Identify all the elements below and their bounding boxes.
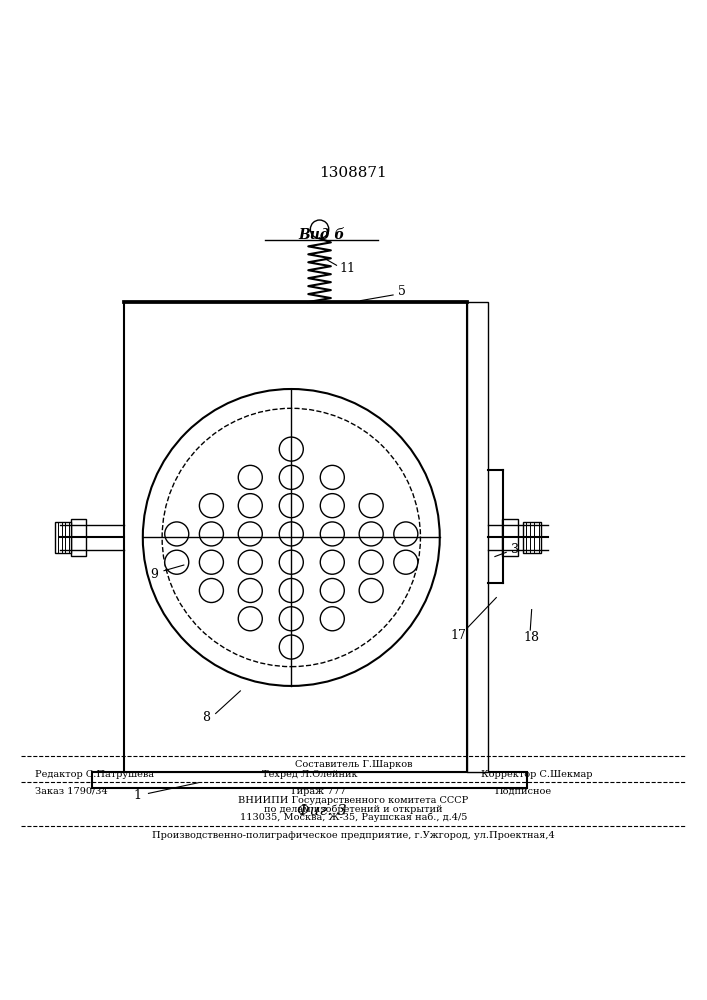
Circle shape (359, 550, 383, 574)
Circle shape (394, 522, 418, 546)
Text: ВНИИПИ Государственного комитета СССР: ВНИИПИ Государственного комитета СССР (238, 796, 469, 805)
Text: 113035, Москва, Ж-35, Раушская наб., д.4/5: 113035, Москва, Ж-35, Раушская наб., д.4… (240, 813, 467, 822)
Circle shape (279, 578, 303, 603)
Circle shape (320, 465, 344, 489)
Circle shape (165, 522, 189, 546)
Text: Вид б: Вид б (298, 228, 345, 242)
Text: Производственно-полиграфическое предприятие, г.Ужгород, ул.Проектная,4: Производственно-полиграфическое предприя… (152, 831, 555, 840)
Circle shape (238, 607, 262, 631)
Circle shape (165, 550, 189, 574)
Circle shape (279, 437, 303, 461)
Text: 1308871: 1308871 (320, 166, 387, 180)
Circle shape (320, 494, 344, 518)
Text: 9: 9 (150, 568, 158, 581)
Circle shape (359, 522, 383, 546)
Circle shape (238, 578, 262, 603)
Text: Подписное: Подписное (495, 787, 552, 796)
Circle shape (359, 494, 383, 518)
Circle shape (199, 522, 223, 546)
Text: 5: 5 (397, 285, 406, 298)
Text: 1: 1 (134, 789, 142, 802)
Circle shape (320, 578, 344, 603)
Text: по делам изобретений и открытий: по делам изобретений и открытий (264, 804, 443, 814)
Text: 8: 8 (202, 711, 211, 724)
Text: Редактор С.Патрушева: Редактор С.Патрушева (35, 770, 154, 779)
Bar (71, 519, 86, 556)
Circle shape (279, 607, 303, 631)
Circle shape (320, 522, 344, 546)
Text: Техред Л.Олейник: Техред Л.Олейник (262, 770, 357, 779)
Circle shape (199, 550, 223, 574)
Text: 3: 3 (510, 543, 519, 556)
Text: Заказ 1790/34: Заказ 1790/34 (35, 787, 108, 796)
Circle shape (320, 607, 344, 631)
Bar (467, 302, 488, 772)
Text: 17: 17 (450, 629, 466, 642)
Text: Тираж 777: Тираж 777 (290, 787, 346, 796)
Circle shape (279, 635, 303, 659)
Circle shape (394, 550, 418, 574)
Circle shape (359, 578, 383, 603)
Text: Составитель Г.Шарков: Составитель Г.Шарков (295, 760, 412, 769)
Circle shape (279, 522, 303, 546)
Circle shape (238, 550, 262, 574)
Circle shape (199, 494, 223, 518)
Circle shape (238, 522, 262, 546)
Text: 18: 18 (524, 631, 539, 644)
Circle shape (279, 550, 303, 574)
Bar (523, 522, 541, 553)
Circle shape (143, 389, 440, 686)
Text: Фиг. 3: Фиг. 3 (297, 804, 346, 818)
Bar (502, 519, 518, 556)
Bar (124, 302, 467, 772)
Circle shape (279, 494, 303, 518)
Text: Корректор С.Шекмар: Корректор С.Шекмар (481, 770, 592, 779)
Circle shape (320, 550, 344, 574)
Bar (55, 522, 71, 553)
Circle shape (238, 494, 262, 518)
Text: 11: 11 (340, 262, 356, 275)
Bar (92, 772, 527, 788)
Circle shape (238, 465, 262, 489)
Circle shape (279, 465, 303, 489)
Circle shape (199, 578, 223, 603)
